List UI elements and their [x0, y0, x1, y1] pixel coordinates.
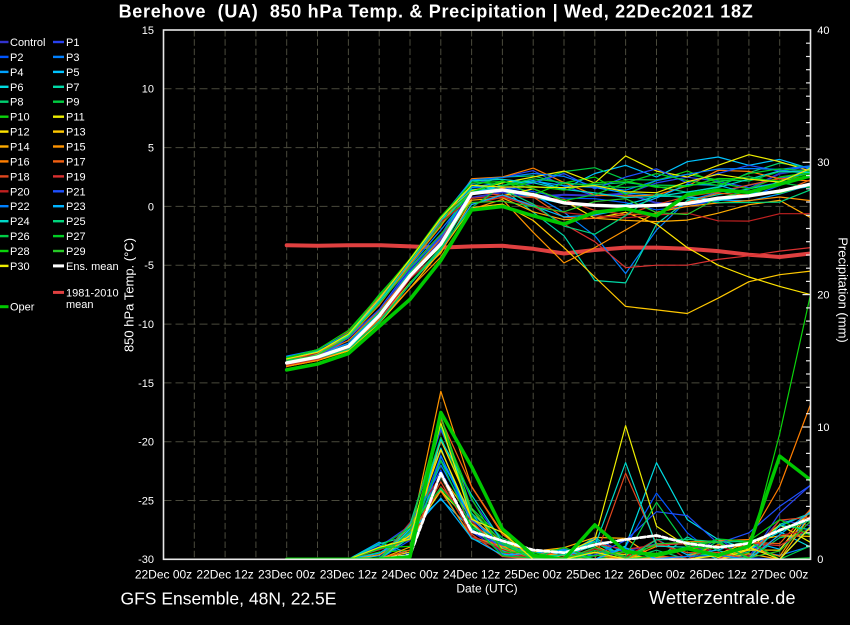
svg-text:0: 0 [148, 201, 154, 213]
svg-text:27Dec 00z: 27Dec 00z [751, 568, 808, 582]
svg-text:P29: P29 [66, 246, 86, 258]
svg-text:0: 0 [817, 554, 823, 566]
svg-text:24Dec 00z: 24Dec 00z [381, 568, 438, 582]
svg-text:40: 40 [817, 25, 829, 37]
svg-text:P26: P26 [10, 231, 30, 243]
svg-text:-5: -5 [144, 260, 154, 272]
svg-text:-20: -20 [138, 437, 154, 449]
svg-text:P16: P16 [10, 156, 30, 168]
svg-text:25Dec 00z: 25Dec 00z [505, 568, 562, 582]
svg-text:P3: P3 [66, 52, 79, 64]
svg-text:P20: P20 [10, 186, 30, 198]
svg-text:P24: P24 [10, 216, 30, 228]
svg-text:Berehove (UA) 850 hPa Temp.: Berehove (UA) 850 hPa Temp. & Precipitat… [119, 2, 754, 22]
svg-text:P15: P15 [66, 142, 86, 154]
svg-text:P2: P2 [10, 52, 23, 64]
svg-text:P13: P13 [66, 127, 86, 139]
svg-text:P7: P7 [66, 82, 79, 94]
svg-text:P22: P22 [10, 201, 30, 213]
svg-text:P18: P18 [10, 171, 30, 183]
svg-text:P5: P5 [66, 67, 79, 79]
svg-text:-30: -30 [138, 554, 154, 566]
svg-text:Date (UTC): Date (UTC) [456, 582, 517, 596]
svg-text:10: 10 [817, 422, 829, 434]
svg-text:P11: P11 [66, 112, 85, 124]
svg-text:P10: P10 [10, 112, 30, 124]
svg-text:mean: mean [66, 299, 94, 311]
svg-text:20: 20 [817, 290, 829, 302]
svg-text:P4: P4 [10, 67, 23, 79]
svg-text:P6: P6 [10, 82, 23, 94]
svg-text:23Dec 12z: 23Dec 12z [320, 568, 377, 582]
svg-text:P17: P17 [66, 156, 86, 168]
svg-text:Oper: Oper [10, 302, 35, 314]
svg-text:P27: P27 [66, 231, 86, 243]
svg-text:P25: P25 [66, 216, 86, 228]
svg-text:P1: P1 [66, 37, 79, 49]
svg-text:10: 10 [142, 84, 154, 96]
svg-text:P19: P19 [66, 171, 86, 183]
svg-text:24Dec 12z: 24Dec 12z [443, 568, 500, 582]
svg-text:GFS Ensemble, 48N, 22.5E: GFS Ensemble, 48N, 22.5E [121, 589, 337, 609]
svg-text:P12: P12 [10, 127, 30, 139]
svg-text:Wetterzentrale.de: Wetterzentrale.de [649, 588, 796, 608]
svg-text:5: 5 [148, 143, 154, 155]
svg-text:-15: -15 [138, 378, 154, 390]
svg-text:26Dec 12z: 26Dec 12z [689, 568, 746, 582]
svg-text:P14: P14 [10, 142, 30, 154]
svg-text:-10: -10 [138, 319, 154, 331]
svg-text:Ens. mean: Ens. mean [66, 261, 119, 273]
svg-text:P23: P23 [66, 201, 86, 213]
svg-text:P30: P30 [10, 261, 30, 273]
svg-text:26Dec 00z: 26Dec 00z [628, 568, 685, 582]
svg-text:P21: P21 [66, 186, 86, 198]
svg-text:15: 15 [142, 25, 154, 37]
svg-text:1981-2010: 1981-2010 [66, 288, 119, 300]
svg-text:23Dec 00z: 23Dec 00z [258, 568, 315, 582]
svg-text:P8: P8 [10, 97, 23, 109]
svg-text:25Dec 12z: 25Dec 12z [566, 568, 623, 582]
svg-text:-25: -25 [138, 495, 154, 507]
svg-text:30: 30 [817, 157, 829, 169]
svg-text:Control: Control [10, 37, 45, 49]
svg-text:22Dec 12z: 22Dec 12z [196, 568, 253, 582]
svg-text:850 hPa Temp. (°C): 850 hPa Temp. (°C) [122, 238, 137, 352]
svg-text:P28: P28 [10, 246, 30, 258]
svg-text:Precipitation (mm): Precipitation (mm) [836, 237, 850, 342]
svg-text:22Dec 00z: 22Dec 00z [135, 568, 192, 582]
svg-text:P9: P9 [66, 97, 79, 109]
